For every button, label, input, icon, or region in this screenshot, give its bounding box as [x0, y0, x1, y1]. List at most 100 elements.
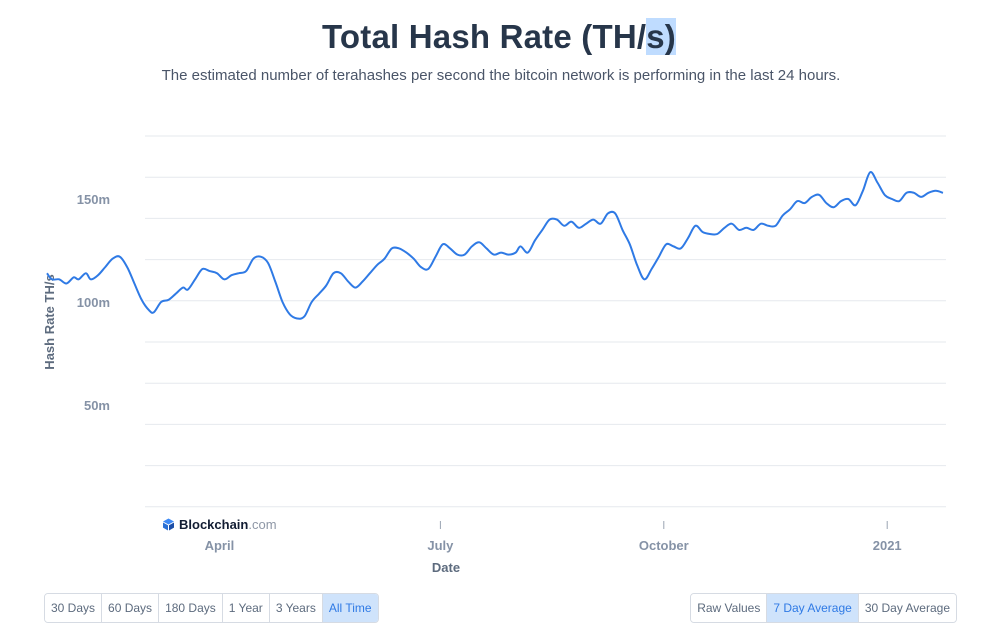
mode-raw-values-button[interactable]: Raw Values — [691, 594, 768, 622]
data-point — [127, 266, 128, 267]
data-point — [209, 271, 210, 272]
data-point — [187, 289, 188, 290]
data-point — [819, 194, 820, 195]
data-point — [673, 246, 674, 247]
data-point — [622, 229, 623, 230]
mode-30-day-average-button[interactable]: 30 Day Average — [858, 594, 956, 622]
brand-name: Blockchain — [179, 517, 249, 532]
data-point — [862, 190, 863, 191]
range-180-days-button[interactable]: 180 Days — [159, 594, 223, 622]
data-point — [428, 268, 429, 269]
data-point — [377, 264, 378, 265]
data-point — [811, 196, 812, 197]
range-60-days-button[interactable]: 60 Days — [102, 594, 160, 622]
data-point — [73, 277, 74, 278]
data-point — [520, 246, 521, 247]
data-point — [789, 209, 790, 210]
data-point — [112, 258, 113, 259]
data-point — [607, 213, 608, 214]
data-point — [578, 227, 579, 228]
range-30-days-button[interactable]: 30 Days — [45, 594, 103, 622]
y-tick-label: 50m — [84, 398, 110, 413]
data-point — [586, 223, 587, 224]
data-point — [768, 225, 769, 226]
data-point — [717, 233, 718, 234]
data-point — [501, 252, 502, 253]
data-point — [515, 252, 516, 253]
hash-rate-series-line — [46, 171, 944, 320]
data-point — [238, 273, 239, 274]
data-point — [702, 231, 703, 232]
data-point — [66, 283, 67, 284]
data-point — [840, 201, 841, 202]
data-point — [406, 252, 407, 253]
x-tick-label: October — [639, 538, 689, 553]
data-point — [921, 196, 922, 197]
range-3-years-button[interactable]: 3 Years — [269, 594, 323, 622]
data-point — [457, 254, 458, 255]
data-point — [153, 312, 154, 313]
data-point — [571, 221, 572, 222]
data-point — [134, 283, 135, 284]
x-axis-title: Date — [432, 560, 460, 575]
data-point — [195, 279, 196, 280]
data-point — [753, 229, 754, 230]
data-point — [877, 182, 878, 183]
data-point — [884, 194, 885, 195]
data-point — [464, 254, 465, 255]
data-point — [731, 223, 732, 224]
data-point — [442, 244, 443, 245]
data-point — [369, 273, 370, 274]
data-point — [311, 301, 312, 302]
data-point — [46, 273, 47, 274]
data-point — [855, 205, 856, 206]
data-point — [564, 225, 565, 226]
data-point — [253, 258, 254, 259]
range-all-time-button[interactable]: All Time — [322, 594, 378, 622]
data-point — [775, 225, 776, 226]
mode-7-day-average-button[interactable]: 7 Day Average — [767, 594, 859, 622]
data-point — [275, 281, 276, 282]
data-point — [615, 213, 616, 214]
data-point — [141, 299, 142, 300]
data-point — [593, 219, 594, 220]
data-point — [899, 201, 900, 202]
data-point — [260, 256, 261, 257]
data-point — [935, 190, 936, 191]
data-point — [508, 254, 509, 255]
data-point — [297, 318, 298, 319]
data-point — [119, 256, 120, 257]
data-point — [182, 287, 183, 288]
data-point — [479, 242, 480, 243]
data-point — [78, 279, 79, 280]
title-selected-text: s) — [646, 18, 676, 55]
data-point — [85, 273, 86, 274]
page-subtitle: The estimated number of terahashes per s… — [161, 67, 841, 84]
data-point — [51, 279, 52, 280]
data-point — [420, 266, 421, 267]
data-point — [340, 273, 341, 274]
range-1-year-button[interactable]: 1 Year — [222, 594, 270, 622]
data-point — [216, 273, 217, 274]
data-point — [535, 240, 536, 241]
data-point — [168, 299, 169, 300]
title-text: Total Hash Rate (TH/ — [321, 18, 647, 55]
data-point — [493, 254, 494, 255]
x-tick-label: July — [427, 538, 454, 553]
data-point — [413, 258, 414, 259]
data-point — [833, 207, 834, 208]
data-point — [724, 227, 725, 228]
data-point — [304, 316, 305, 317]
data-point — [600, 223, 601, 224]
data-point — [97, 275, 98, 276]
data-point — [658, 256, 659, 257]
data-point — [942, 192, 943, 193]
data-point — [282, 301, 283, 302]
data-point — [175, 293, 176, 294]
data-point — [709, 233, 710, 234]
blockchain-logo-icon — [163, 518, 174, 531]
data-point — [928, 192, 929, 193]
data-point — [913, 192, 914, 193]
data-point — [826, 203, 827, 204]
